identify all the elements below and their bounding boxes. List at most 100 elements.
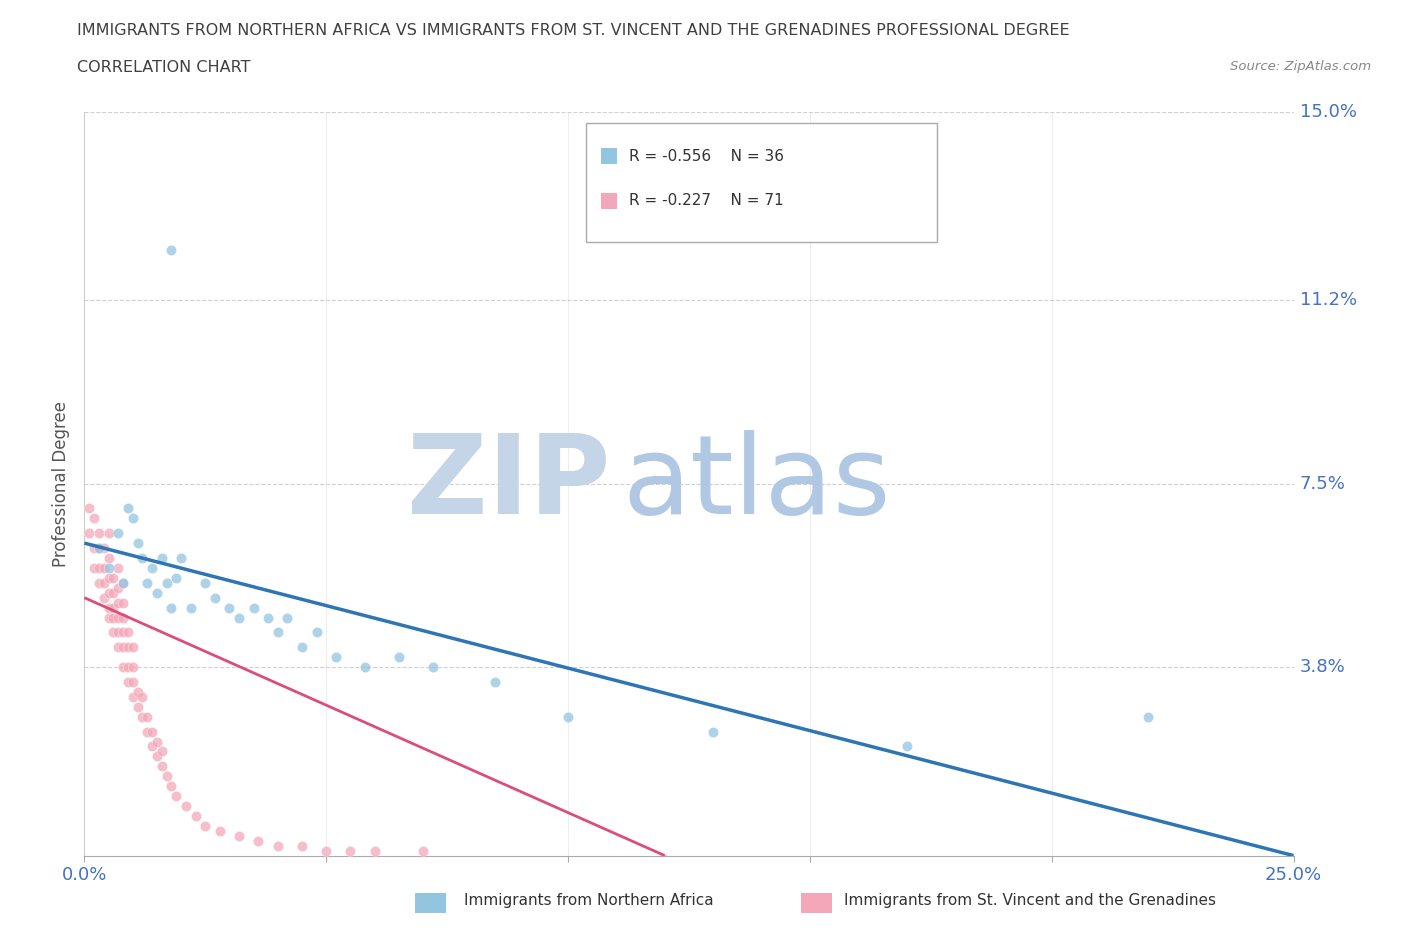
Point [77, 501, 100, 516]
Point [160, 243, 183, 258]
Point [107, 580, 129, 595]
Point [107, 561, 129, 576]
Point [412, 844, 434, 858]
Point [204, 591, 226, 605]
Point [141, 724, 163, 739]
Point [97, 570, 120, 585]
Point [896, 739, 918, 754]
Point [170, 551, 193, 565]
Point [103, 570, 125, 585]
Point [93, 591, 115, 605]
Point [117, 640, 139, 655]
Point [93, 561, 115, 576]
Point [276, 610, 298, 625]
Point [77, 525, 100, 540]
Point [174, 799, 197, 814]
Point [87, 525, 110, 540]
Point [97, 551, 120, 565]
Point [315, 844, 337, 858]
Point [141, 561, 163, 576]
FancyBboxPatch shape [586, 123, 936, 242]
Point [87, 561, 110, 576]
Point [184, 808, 207, 823]
Text: CORRELATION CHART: CORRELATION CHART [77, 60, 250, 75]
Point [103, 600, 125, 615]
Point [93, 576, 115, 591]
Point [484, 674, 506, 689]
Point [112, 576, 135, 591]
Point [150, 551, 173, 565]
Point [267, 625, 290, 640]
Point [103, 585, 125, 600]
Point [141, 739, 163, 754]
Point [363, 844, 385, 858]
Y-axis label: Professional Degree: Professional Degree [52, 401, 70, 566]
Text: 3.8%: 3.8% [1299, 658, 1346, 676]
Point [103, 610, 125, 625]
FancyBboxPatch shape [600, 148, 617, 165]
Point [87, 540, 110, 555]
Point [180, 600, 202, 615]
Point [150, 744, 173, 759]
Point [83, 511, 105, 525]
Point [121, 640, 143, 655]
Point [557, 710, 579, 724]
Point [339, 844, 361, 858]
Text: 7.5%: 7.5% [1299, 474, 1346, 493]
Point [112, 659, 135, 674]
Point [702, 724, 724, 739]
Point [112, 610, 135, 625]
Point [325, 650, 347, 665]
Point [354, 659, 377, 674]
Point [388, 650, 411, 665]
Point [208, 823, 231, 838]
Point [112, 595, 135, 610]
Point [83, 540, 105, 555]
Point [291, 838, 314, 853]
Point [121, 659, 143, 674]
Point [97, 561, 120, 576]
FancyBboxPatch shape [600, 193, 617, 209]
Point [93, 540, 115, 555]
Point [194, 818, 217, 833]
Text: Immigrants from Northern Africa: Immigrants from Northern Africa [464, 893, 714, 908]
Point [165, 570, 187, 585]
Point [247, 833, 270, 848]
Point [121, 689, 143, 704]
Point [131, 689, 153, 704]
Text: atlas: atlas [623, 430, 891, 538]
Point [112, 640, 135, 655]
Point [112, 625, 135, 640]
Point [107, 595, 129, 610]
Point [107, 625, 129, 640]
Point [155, 769, 177, 784]
Point [112, 576, 135, 591]
Text: Source: ZipAtlas.com: Source: ZipAtlas.com [1230, 60, 1371, 73]
Point [146, 585, 169, 600]
Point [136, 576, 159, 591]
Text: R = -0.227    N = 71: R = -0.227 N = 71 [628, 193, 783, 208]
Point [267, 838, 290, 853]
Point [121, 674, 143, 689]
Point [127, 684, 149, 699]
Point [97, 610, 120, 625]
Point [117, 674, 139, 689]
Point [150, 759, 173, 774]
Text: 15.0%: 15.0% [1299, 102, 1357, 121]
Point [83, 561, 105, 576]
Text: Immigrants from St. Vincent and the Grenadines: Immigrants from St. Vincent and the Gren… [844, 893, 1216, 908]
Point [117, 659, 139, 674]
Point [97, 600, 120, 615]
Point [228, 829, 250, 844]
Point [117, 625, 139, 640]
Point [87, 576, 110, 591]
Point [228, 610, 250, 625]
Point [165, 789, 187, 804]
Point [97, 585, 120, 600]
Point [131, 710, 153, 724]
Point [107, 640, 129, 655]
Text: R = -0.556    N = 36: R = -0.556 N = 36 [628, 149, 783, 164]
Point [218, 600, 240, 615]
Point [136, 710, 159, 724]
Point [305, 625, 328, 640]
